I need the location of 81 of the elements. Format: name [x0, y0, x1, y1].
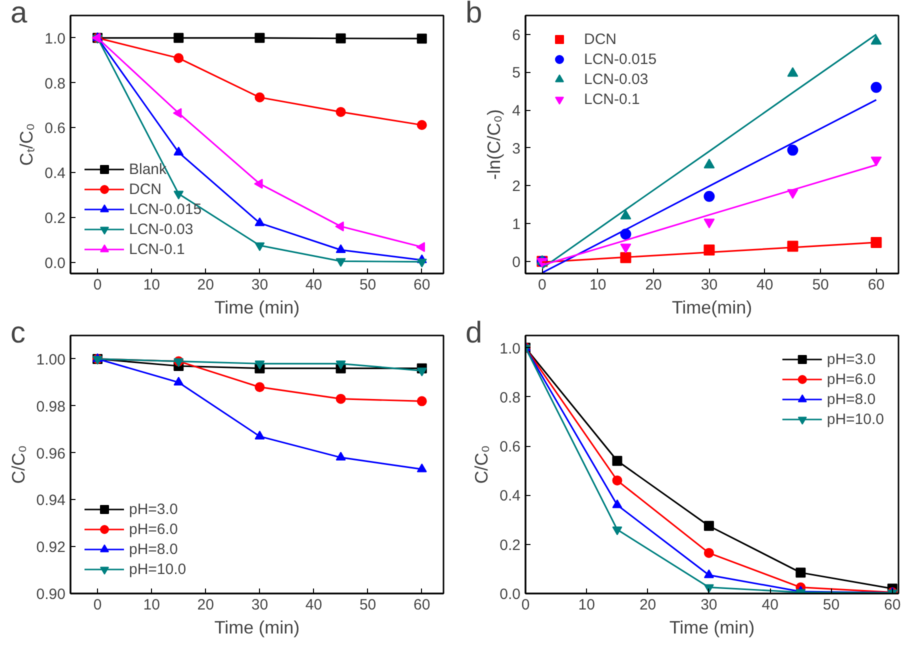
- y-tick-label: 1.0: [500, 340, 521, 358]
- y-tick-label: 0.90: [36, 586, 66, 603]
- y-tick-label: 0: [512, 254, 520, 271]
- legend-label: pH=3.0: [826, 350, 876, 368]
- x-tick-label: 30: [700, 596, 718, 614]
- y-tick-label: 1.00: [36, 351, 66, 368]
- legend-label: pH=3.0: [129, 500, 178, 518]
- y-tick-label: 2: [512, 178, 520, 196]
- x-tick-label: 0: [93, 276, 102, 294]
- text: a: [10, 0, 28, 30]
- x-axis-title: Time(min): [672, 298, 752, 318]
- y-tick-label: 0.4: [44, 165, 66, 182]
- legend-label: LCN-0.03: [584, 70, 648, 88]
- text: d: [466, 316, 482, 350]
- x-tick-label: 40: [762, 596, 778, 614]
- x-tick-label: 60: [868, 276, 885, 294]
- x-tick-label: 30: [251, 276, 268, 294]
- x-tick-label: 10: [143, 596, 160, 614]
- y-tick-label: 6: [512, 26, 520, 44]
- y-tick-label: 1.0: [44, 30, 66, 48]
- x-tick-label: 30: [251, 596, 268, 614]
- x-tick-label: 50: [812, 276, 829, 294]
- y-tick-label: 0.0: [500, 586, 521, 603]
- x-tick-label: 40: [305, 276, 322, 294]
- x-tick-label: 10: [590, 276, 606, 294]
- text: c: [10, 316, 26, 350]
- y-tick-label: 0.92: [36, 539, 66, 556]
- y-axis-title: C/C₀: [472, 445, 492, 484]
- legend-label: pH=8.0: [129, 540, 178, 558]
- legend-label: pH=6.0: [129, 520, 178, 538]
- y-tick-label: 3: [512, 140, 520, 158]
- y-axis-title: Cₜ/C₀: [16, 123, 37, 166]
- y-tick-label: 0.8: [500, 389, 521, 406]
- x-tick-label: 40: [305, 596, 322, 614]
- y-tick-label: 0.6: [44, 120, 66, 138]
- x-tick-label: 50: [822, 596, 840, 614]
- y-tick-label: 0.0: [44, 254, 66, 272]
- x-tick-label: 20: [197, 276, 214, 294]
- x-tick-label: 60: [414, 276, 430, 294]
- y-tick-label: 0.4: [500, 488, 521, 505]
- legend-label: pH=6.0: [826, 370, 876, 388]
- y-tick-label: 1: [512, 216, 520, 234]
- legend-label: DCN: [129, 180, 162, 198]
- x-tick-label: 40: [756, 276, 774, 294]
- legend-label: LCN-0.015: [129, 200, 202, 218]
- y-tick-label: 5: [512, 64, 520, 82]
- legend-label: Blank: [129, 160, 167, 178]
- legend-label: pH=10.0: [129, 560, 186, 578]
- x-tick-label: 0: [538, 276, 546, 294]
- x-tick-label: 50: [359, 596, 376, 614]
- legend-label: LCN-0.03: [129, 220, 194, 238]
- text: b: [466, 0, 482, 30]
- x-tick-label: 0: [93, 596, 102, 614]
- y-tick-label: 4: [512, 102, 520, 120]
- legend-label: LCN-0.1: [584, 90, 640, 108]
- legend-label: pH=10.0: [826, 410, 884, 428]
- x-axis-title: Time (min): [214, 298, 300, 318]
- y-tick-label: 0.6: [500, 438, 521, 456]
- x-tick-label: 10: [143, 276, 160, 294]
- x-tick-label: 60: [414, 596, 430, 614]
- legend-label: pH=8.0: [826, 390, 876, 408]
- y-tick-label: 0.2: [44, 210, 66, 227]
- y-tick-label: 0.8: [44, 75, 66, 92]
- y-tick-label: 0.94: [36, 492, 66, 510]
- x-tick-label: 30: [700, 276, 718, 294]
- y-axis-title: C/C₀: [8, 445, 28, 484]
- x-tick-label: 20: [639, 596, 656, 614]
- legend-label: DCN: [584, 30, 616, 48]
- x-axis-title: Time (min): [214, 618, 300, 638]
- y-axis-title: -ln(C/C₀): [484, 109, 504, 180]
- x-tick-label: 20: [197, 596, 214, 614]
- x-tick-label: 60: [884, 596, 901, 614]
- y-tick-label: 0.98: [36, 398, 66, 416]
- legend-label: LCN-0.015: [584, 50, 657, 68]
- x-axis-title: Time (min): [669, 618, 755, 638]
- x-tick-label: 20: [645, 276, 662, 294]
- x-tick-label: 50: [359, 276, 376, 294]
- y-tick-label: 0.2: [500, 536, 521, 554]
- legend-label: LCN-0.1: [129, 240, 185, 258]
- y-tick-label: 0.96: [36, 445, 66, 462]
- x-tick-label: 10: [578, 596, 595, 614]
